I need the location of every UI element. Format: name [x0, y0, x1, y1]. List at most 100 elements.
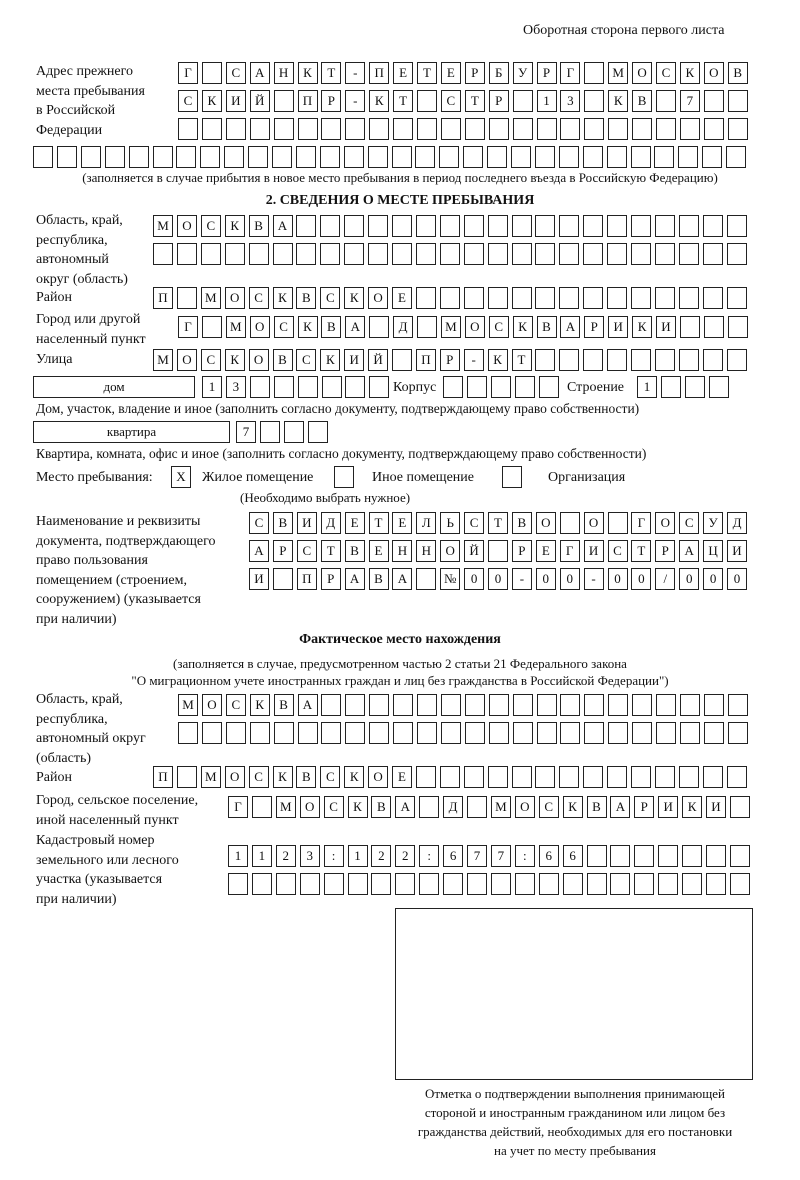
char-cell[interactable]	[415, 287, 436, 309]
char-cell[interactable]: С	[248, 766, 269, 788]
char-cell[interactable]: 1	[202, 376, 222, 398]
char-cell[interactable]: Д	[443, 796, 464, 818]
char-cell[interactable]	[703, 316, 724, 338]
char-cell[interactable]: -	[583, 568, 604, 590]
char-cell[interactable]: -	[345, 90, 366, 112]
char-cell[interactable]: А	[395, 796, 416, 818]
char-cell[interactable]	[416, 568, 437, 590]
char-cell[interactable]: Е	[368, 540, 389, 562]
char-cell[interactable]	[706, 845, 726, 867]
char-cell[interactable]	[538, 873, 559, 895]
char-cell[interactable]: К	[201, 90, 222, 112]
char-cell[interactable]	[727, 316, 748, 338]
char-cell[interactable]: О	[535, 512, 556, 534]
char-cell[interactable]	[440, 722, 461, 744]
char-cell[interactable]	[536, 118, 557, 140]
char-cell[interactable]: С	[225, 694, 246, 716]
char-cell[interactable]	[368, 215, 389, 237]
char-cell[interactable]: В	[272, 512, 293, 534]
char-cell[interactable]: К	[682, 796, 703, 818]
char-cell[interactable]	[726, 287, 747, 309]
char-cell[interactable]	[534, 146, 555, 168]
char-cell[interactable]: К	[608, 90, 629, 112]
char-cell[interactable]	[702, 146, 723, 168]
char-cell[interactable]	[607, 512, 628, 534]
char-cell[interactable]: Е	[393, 62, 414, 84]
char-cell[interactable]: Н	[416, 540, 437, 562]
char-cell[interactable]	[678, 349, 699, 371]
char-cell[interactable]: Л	[416, 512, 437, 534]
char-cell[interactable]	[488, 694, 509, 716]
char-cell[interactable]: В	[586, 796, 607, 818]
char-cell[interactable]: О	[632, 62, 653, 84]
char-cell[interactable]: О	[440, 540, 461, 562]
char-cell[interactable]	[559, 766, 580, 788]
char-cell[interactable]	[319, 146, 340, 168]
char-cell[interactable]	[584, 90, 605, 112]
char-cell[interactable]: Г	[178, 62, 198, 84]
char-cell[interactable]: 2	[395, 845, 416, 867]
char-cell[interactable]	[345, 694, 366, 716]
char-cell[interactable]	[560, 694, 581, 716]
char-cell[interactable]	[345, 722, 366, 744]
char-cell[interactable]	[678, 287, 699, 309]
char-cell[interactable]: Д	[393, 316, 414, 338]
char-cell[interactable]: 1	[251, 845, 272, 867]
char-cell[interactable]	[726, 766, 747, 788]
char-cell[interactable]	[296, 243, 317, 265]
char-cell[interactable]: О	[368, 766, 389, 788]
char-cell[interactable]	[702, 215, 723, 237]
char-cell[interactable]: В	[321, 316, 342, 338]
char-cell[interactable]: И	[727, 540, 747, 562]
char-cell[interactable]: Р	[321, 90, 342, 112]
char-cell[interactable]: 1	[228, 845, 248, 867]
char-cell[interactable]	[678, 146, 699, 168]
char-cell[interactable]: У	[512, 62, 533, 84]
char-cell[interactable]	[607, 215, 628, 237]
char-cell[interactable]	[228, 873, 248, 895]
flat-type-field[interactable]: квартира	[33, 421, 230, 443]
char-cell[interactable]	[512, 90, 533, 112]
char-cell[interactable]	[535, 243, 556, 265]
char-cell[interactable]	[511, 215, 532, 237]
char-cell[interactable]: К	[347, 796, 368, 818]
char-cell[interactable]	[654, 287, 675, 309]
char-cell[interactable]: В	[371, 796, 392, 818]
char-cell[interactable]: Т	[320, 540, 341, 562]
char-cell[interactable]: О	[655, 512, 676, 534]
char-cell[interactable]: К	[224, 349, 245, 371]
char-cell[interactable]	[607, 243, 628, 265]
char-cell[interactable]: С	[323, 796, 344, 818]
char-cell[interactable]: О	[176, 215, 197, 237]
char-cell[interactable]: :	[514, 845, 535, 867]
char-cell[interactable]	[392, 349, 412, 371]
char-cell[interactable]	[176, 146, 197, 168]
char-cell[interactable]	[299, 873, 320, 895]
char-cell[interactable]	[511, 243, 532, 265]
char-cell[interactable]	[368, 243, 389, 265]
char-cell[interactable]: М	[200, 766, 221, 788]
char-cell[interactable]	[703, 90, 724, 112]
char-cell[interactable]	[654, 349, 675, 371]
char-cell[interactable]	[419, 873, 440, 895]
char-cell[interactable]	[559, 349, 580, 371]
char-cell[interactable]: П	[153, 287, 173, 309]
char-cell[interactable]	[419, 796, 440, 818]
char-cell[interactable]: К	[224, 215, 245, 237]
char-cell[interactable]	[321, 376, 342, 398]
char-cell[interactable]: Р	[511, 540, 532, 562]
char-cell[interactable]	[654, 146, 675, 168]
char-cell[interactable]	[658, 845, 679, 867]
char-cell[interactable]: О	[299, 796, 320, 818]
char-cell[interactable]: Р	[584, 316, 605, 338]
char-cell[interactable]	[369, 118, 390, 140]
char-cell[interactable]	[631, 215, 651, 237]
char-cell[interactable]	[463, 766, 484, 788]
char-cell[interactable]: О	[248, 349, 269, 371]
char-cell[interactable]: В	[368, 568, 389, 590]
char-cell[interactable]	[249, 376, 270, 398]
char-cell[interactable]	[703, 722, 724, 744]
char-cell[interactable]: А	[249, 62, 270, 84]
char-cell[interactable]	[608, 722, 629, 744]
char-cell[interactable]: 6	[562, 845, 583, 867]
